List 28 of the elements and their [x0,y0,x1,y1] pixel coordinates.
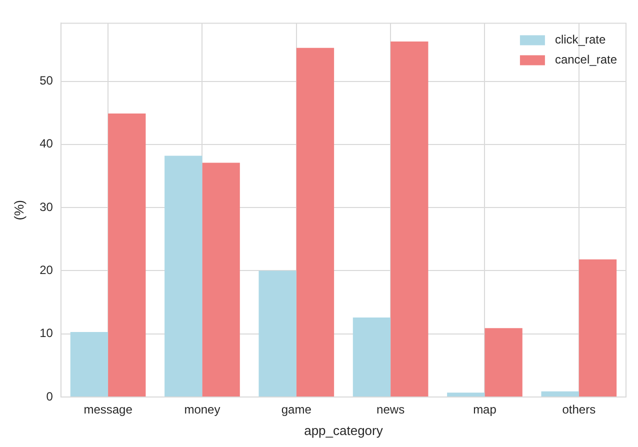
bar [541,391,579,396]
bar [258,270,296,396]
bar [390,42,428,396]
y-tick-label: 30 [40,200,54,214]
x-tick-label: map [473,402,497,417]
x-axis-title: app_category [304,422,384,438]
y-axis-title: (%) [11,200,26,220]
y-tick-label: 20 [40,263,54,278]
bar [70,332,108,396]
y-tick-label: 40 [40,136,54,151]
legend-label: cancel_rate [554,52,618,67]
y-tick-label: 10 [40,326,54,340]
bar [164,156,202,396]
x-tick-label: game [281,402,312,417]
bar [578,259,617,396]
x-tick-label: message [84,402,133,417]
bar [202,162,240,396]
bar [447,392,485,396]
bar [484,328,522,396]
x-tick-label: news [376,402,405,417]
x-tick-label: money [184,402,220,417]
legend-label: click_rate [554,32,606,47]
x-tick-label: others [562,402,596,417]
bar [296,48,334,396]
y-tick-label: 0 [46,389,54,404]
y-tick-label: 50 [40,74,54,88]
bar [352,317,391,396]
bar [108,113,146,396]
